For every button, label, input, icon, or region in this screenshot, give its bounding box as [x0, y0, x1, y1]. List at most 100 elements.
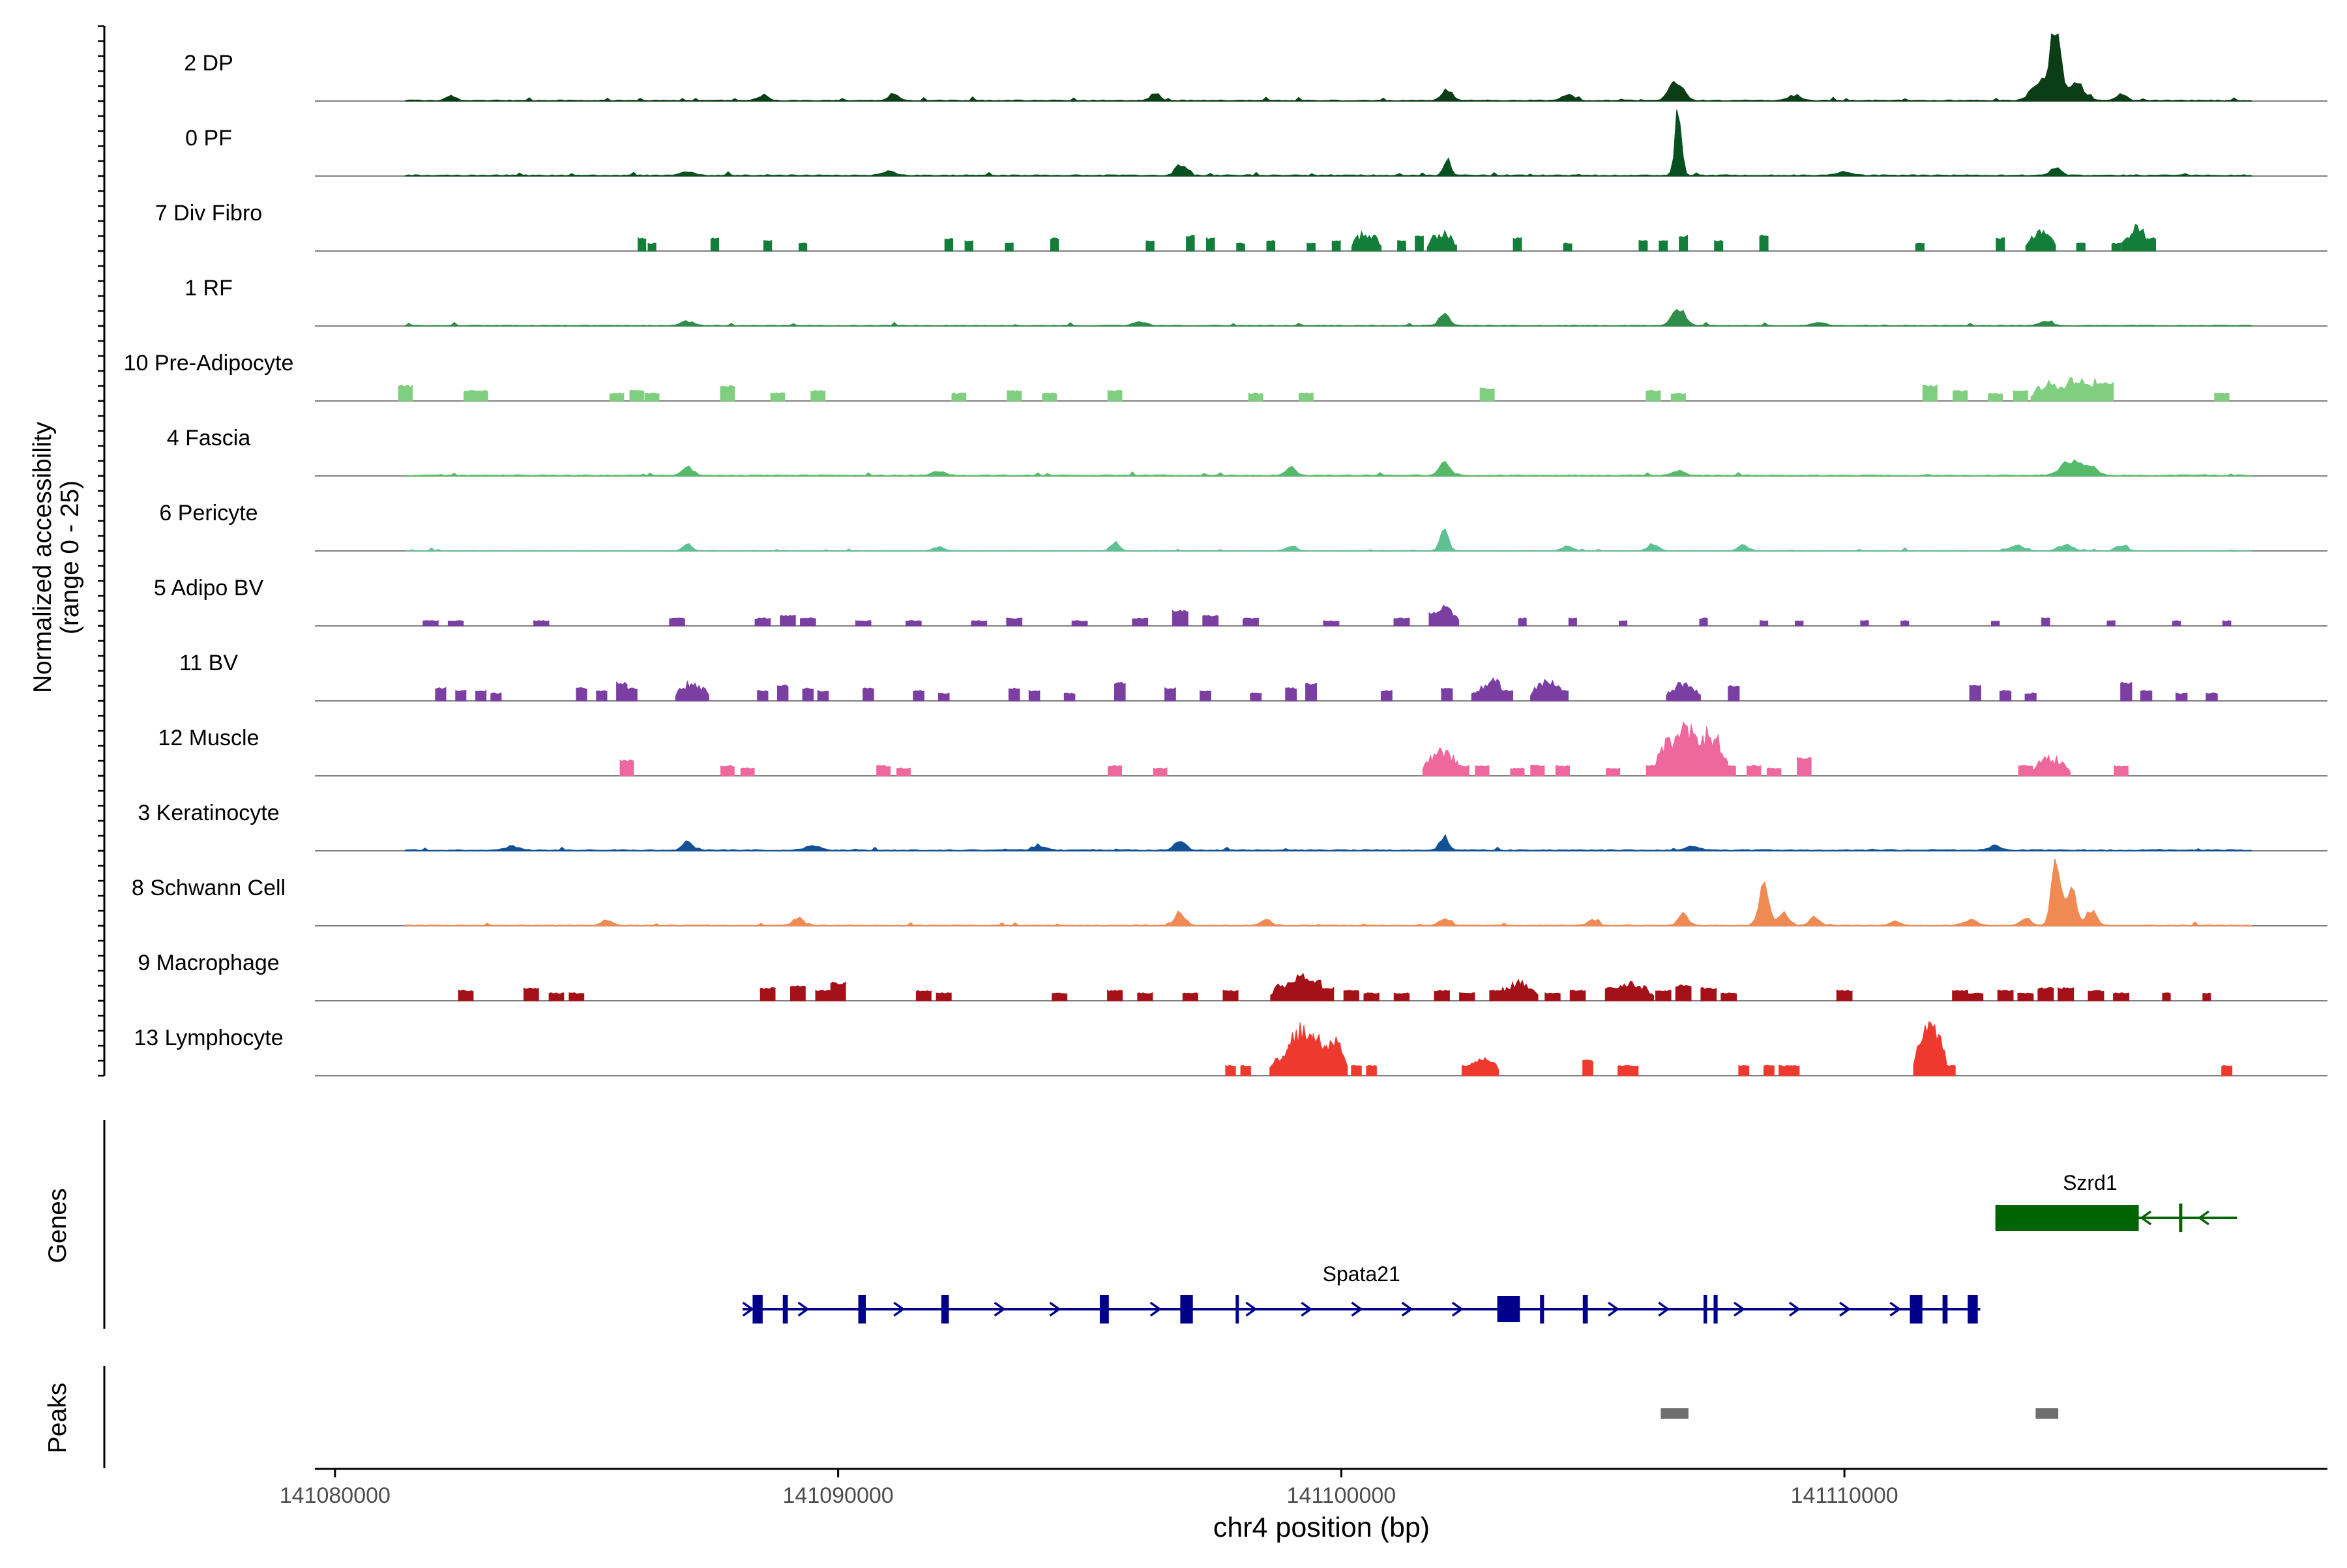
coverage-peak — [1430, 604, 1460, 627]
coverage-peak — [435, 687, 447, 702]
coverage-peak — [1454, 764, 1469, 777]
coverage-peak — [1544, 992, 1561, 1001]
coverage-peak — [1721, 764, 1736, 777]
coverage-peak — [802, 687, 814, 702]
coverage-area — [405, 459, 2252, 477]
coverage-peak — [817, 690, 829, 702]
strand-arrow — [1608, 1301, 1620, 1317]
gene-exon — [1540, 1295, 1544, 1324]
coverage-peak — [548, 992, 565, 1001]
coverage-peak — [1900, 620, 1910, 627]
coverage-peak — [2113, 992, 2130, 1001]
coverage-peak — [1655, 990, 1672, 1001]
gene-exon — [1497, 1296, 1520, 1322]
strand-arrow — [797, 1301, 810, 1317]
gene-exon — [1704, 1295, 1707, 1324]
track-label: 12 Muscle — [158, 726, 259, 750]
coverage-peak — [1459, 992, 1475, 1001]
coverage-peak — [1475, 677, 1510, 702]
coverage-peak — [855, 620, 872, 627]
gene-exon — [1235, 1295, 1239, 1324]
coverage-peak — [799, 243, 808, 252]
coverage-peak — [1700, 986, 1717, 1001]
coverage-peak — [1952, 990, 1968, 1001]
genes-panel-label: Genes — [44, 1189, 72, 1264]
coverage-peak — [770, 392, 786, 402]
coverage-peak — [1915, 243, 1925, 252]
strand-arrow — [1658, 1301, 1670, 1317]
strand-arrow — [1301, 1301, 1313, 1317]
track-label: 8 Schwann Cell — [132, 876, 286, 900]
coverage-peak — [2013, 390, 2028, 402]
strand-arrow — [994, 1301, 1006, 1317]
coverage-peak — [2098, 381, 2114, 402]
coverage-peak — [1393, 992, 1410, 1001]
coverage-peak — [1250, 692, 1262, 702]
gene-exon — [1099, 1295, 1109, 1324]
gene-label: Spata21 — [1323, 1262, 1400, 1286]
coverage-peak — [876, 765, 891, 777]
gene-exon — [1713, 1295, 1718, 1324]
coverage-peak — [1720, 992, 1737, 1001]
y-axis-label: Normalized accessibility — [29, 421, 57, 693]
coverage-peak — [936, 992, 952, 1001]
track-9-macrophage: 9 Macrophage — [138, 951, 2327, 1001]
coverage-peak — [1922, 384, 1938, 402]
track-label: 2 DP — [184, 51, 233, 76]
peak-region — [1661, 1408, 1689, 1419]
coverage-peak — [1186, 234, 1195, 252]
coverage-peak — [1764, 1065, 1775, 1076]
coverage-peak — [629, 390, 645, 402]
track-label: 1 RF — [185, 276, 233, 301]
coverage-peak — [964, 240, 973, 252]
coverage-peak — [1415, 235, 1424, 252]
coverage-peak — [777, 685, 789, 702]
coverage-peak — [1556, 690, 1569, 702]
y-axis — [98, 25, 106, 1077]
coverage-peak — [1969, 685, 1981, 702]
track-label: 11 BV — [179, 651, 238, 675]
coverage-peak — [1236, 243, 1245, 252]
coverage-area — [405, 858, 2252, 926]
coverage-peak — [1728, 685, 1740, 702]
coverage-peak — [1422, 747, 1462, 777]
coverage-peak — [1434, 990, 1450, 1001]
x-tick-label: 141100000 — [1287, 1483, 1396, 1508]
coverage-peak — [1563, 243, 1572, 252]
strand-arrow — [1351, 1301, 1363, 1317]
gene-exon — [858, 1295, 866, 1324]
coverage-peak — [2111, 243, 2121, 252]
coverage-peak — [1441, 687, 1453, 702]
coverage-peak — [2037, 987, 2054, 1001]
track-7-div-fibro: 7 Div Fibro — [155, 201, 2327, 252]
track-11-bv: 11 BV — [179, 651, 2327, 702]
gene-exon — [1180, 1295, 1193, 1324]
coverage-peak — [1351, 229, 1381, 252]
strand-arrow — [1788, 1301, 1801, 1317]
coverage-peak — [906, 620, 922, 627]
coverage-peak — [1202, 615, 1219, 627]
coverage-peak — [647, 243, 657, 252]
coverage-peak — [1612, 981, 1655, 1001]
coverage-peak — [1305, 683, 1317, 702]
coverage-peak — [1351, 1065, 1362, 1076]
coverage-peak — [1108, 765, 1122, 777]
track-label: 7 Div Fibro — [155, 201, 262, 226]
genes-panel: Szrd1 Spata21 — [103, 1120, 2237, 1329]
y-axis-range-label: (range 0 - 25) — [56, 481, 84, 634]
track-1-rf: 1 RF — [185, 276, 2327, 327]
track-0-pf: 0 PF — [185, 110, 2327, 177]
coverage-peak — [1627, 1064, 1639, 1076]
coverage-peak — [937, 692, 950, 702]
gene-exon — [1942, 1295, 1948, 1324]
coverage-peak — [2058, 987, 2074, 1001]
coverage-peak — [2114, 765, 2129, 777]
coverage-peak — [2176, 692, 2188, 702]
coverage-area — [405, 110, 2252, 177]
coverage-peak — [1779, 1065, 1790, 1076]
peaks-panel-label: Peaks — [44, 1383, 72, 1453]
coverage-peak — [1689, 726, 1728, 777]
coverage-peak — [1836, 989, 1853, 1001]
coverage-peak — [1008, 687, 1020, 702]
coverage-peak — [1617, 1065, 1629, 1076]
